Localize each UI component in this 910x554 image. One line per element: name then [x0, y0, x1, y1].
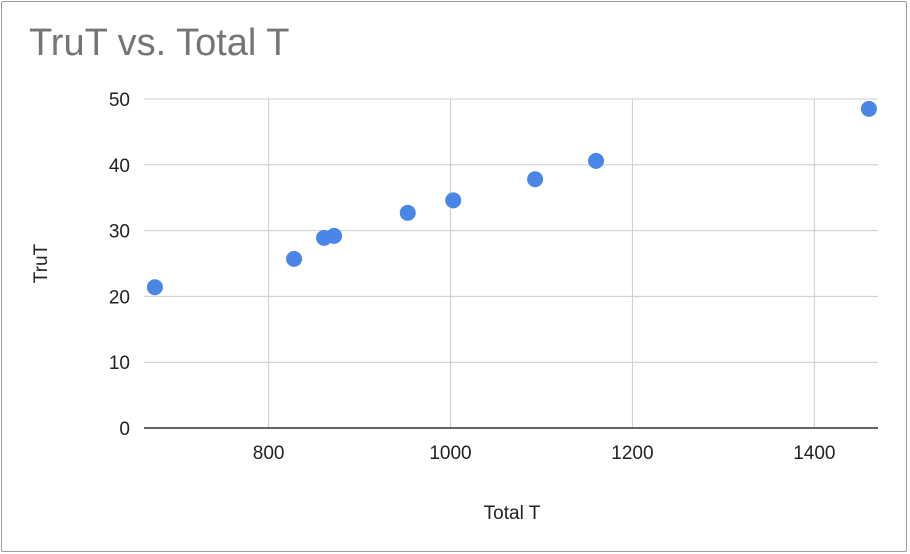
data-point: [286, 250, 303, 267]
grid-lines: [144, 98, 878, 428]
data-point: [445, 192, 462, 209]
y-tick-label: 20: [109, 287, 130, 308]
y-tick-label: 50: [109, 90, 130, 111]
x-tick-label: 1200: [611, 443, 653, 464]
data-point: [527, 171, 544, 188]
x-tick-label: 1400: [793, 443, 835, 464]
chart-title: TruT vs. Total T: [29, 22, 290, 64]
y-tick-label: 10: [109, 353, 130, 374]
x-axis-title: Total T: [484, 503, 541, 524]
x-tick-label: 800: [253, 443, 285, 464]
y-tick-label: 0: [119, 419, 130, 440]
data-points: [146, 100, 877, 296]
data-point: [860, 100, 877, 117]
data-point: [588, 152, 605, 169]
data-point: [326, 227, 343, 244]
y-axis-title: TruT: [31, 243, 52, 283]
y-tick-label: 30: [109, 222, 130, 243]
y-tick-label: 40: [109, 156, 130, 177]
tick-labels: 0 10 20 30 40 50 800 1000 1200 1400: [109, 90, 836, 464]
x-tick-label: 1000: [429, 443, 471, 464]
data-point: [146, 279, 163, 296]
data-point: [399, 204, 416, 221]
